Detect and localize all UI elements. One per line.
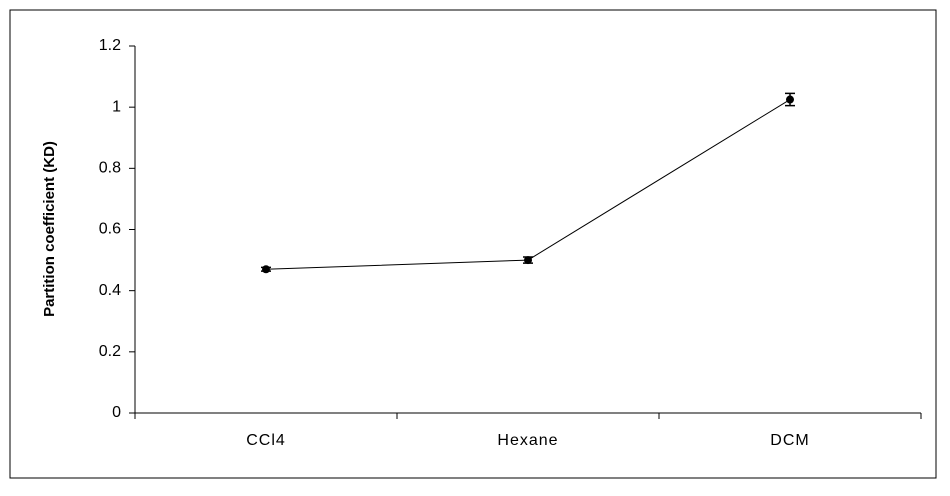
x-tick-label: DCM <box>770 432 809 449</box>
chart-frame <box>9 9 937 479</box>
y-tick-label: 0 <box>112 404 121 421</box>
data-point <box>786 95 794 104</box>
x-tick-label: CCl4 <box>246 432 286 449</box>
y-tick-label: 1 <box>112 98 121 115</box>
y-tick-label: 0.2 <box>99 343 121 360</box>
data-point <box>262 265 270 274</box>
y-tick-label: 0.4 <box>99 282 121 299</box>
y-tick-label: 0.6 <box>99 221 121 238</box>
data-point <box>524 256 532 265</box>
y-tick-label: 1.2 <box>99 37 121 54</box>
y-tick-label: 0.8 <box>99 160 121 177</box>
y-axis-label: Partition coefficient (KD) <box>41 141 58 317</box>
x-tick-label: Hexane <box>497 432 558 449</box>
